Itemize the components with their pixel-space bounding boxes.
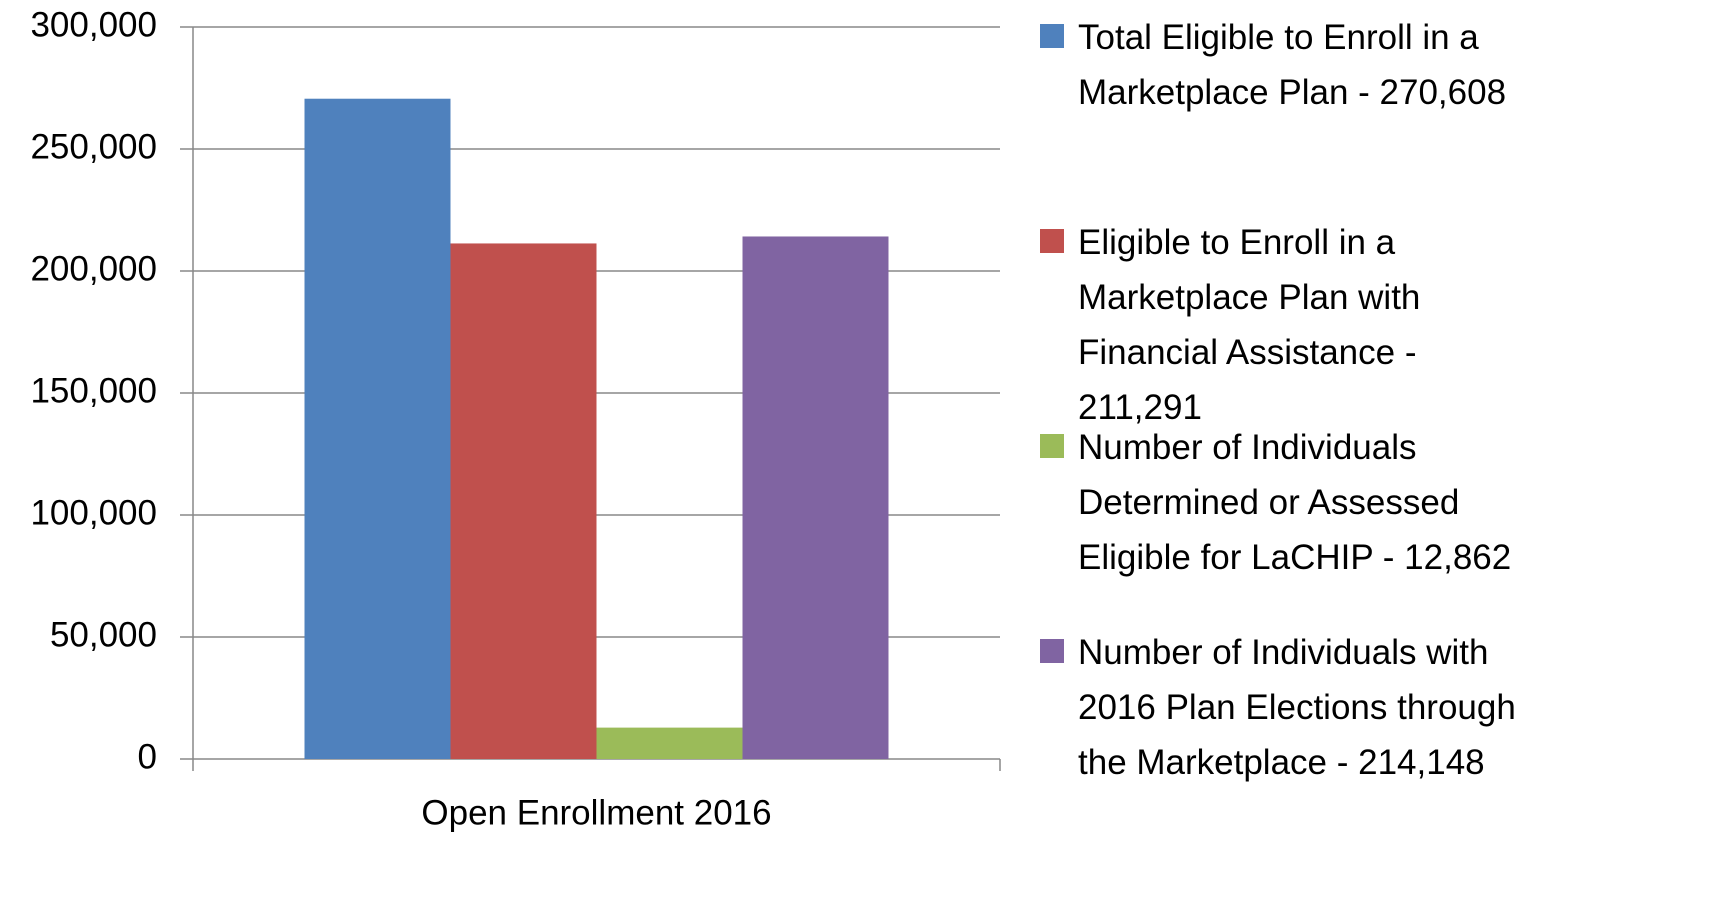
bar bbox=[304, 98, 451, 759]
legend-label: Total Eligible to Enroll in a Marketplac… bbox=[1078, 18, 1507, 112]
x-tick-label: Open Enrollment 2016 bbox=[421, 793, 771, 832]
legend-swatch bbox=[1040, 229, 1064, 253]
legend-swatch bbox=[1040, 24, 1064, 48]
legend-entry: Number of Individuals with 2016 Plan Ele… bbox=[1040, 625, 1540, 790]
y-tick-label: 50,000 bbox=[50, 615, 157, 654]
legend-entry: Total Eligible to Enroll in a Marketplac… bbox=[1040, 10, 1540, 120]
legend-label: Eligible to Enroll in a Marketplace Plan… bbox=[1078, 223, 1421, 427]
legend-entry: Eligible to Enroll in a Marketplace Plan… bbox=[1040, 215, 1540, 435]
legend-swatch bbox=[1040, 434, 1064, 458]
y-tick-label: 0 bbox=[138, 737, 157, 776]
y-tick-label: 300,000 bbox=[30, 5, 157, 44]
bar bbox=[450, 243, 597, 760]
legend-label: Number of Individuals Determined or Asse… bbox=[1078, 428, 1512, 577]
legend-swatch bbox=[1040, 639, 1064, 663]
bar bbox=[596, 727, 743, 759]
y-tick-label: 200,000 bbox=[30, 249, 157, 288]
legend-label: Number of Individuals with 2016 Plan Ele… bbox=[1078, 633, 1516, 782]
y-tick-label: 250,000 bbox=[30, 127, 157, 166]
y-tick-label: 150,000 bbox=[30, 371, 157, 410]
y-tick-label: 100,000 bbox=[30, 493, 157, 532]
bar bbox=[742, 236, 889, 759]
legend-entry: Number of Individuals Determined or Asse… bbox=[1040, 420, 1540, 585]
